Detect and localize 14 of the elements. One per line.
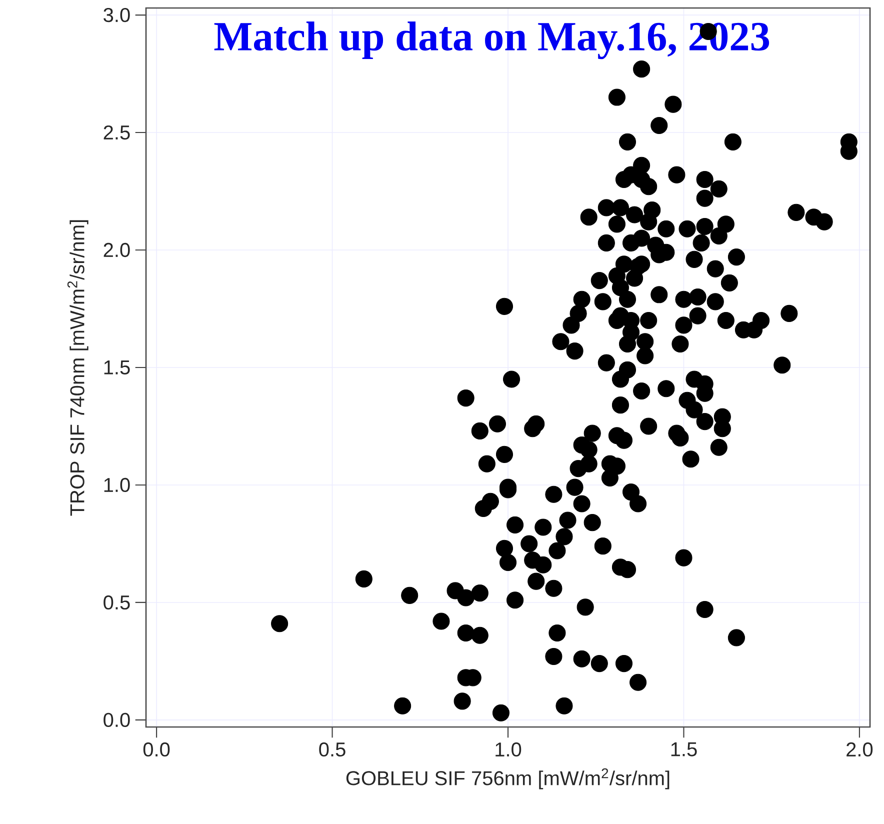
x-tick-label: 0.0 — [143, 742, 170, 757]
x-axis-title: GOBLEU SIF 756nm [mW/m$^{2}$/sr/nm] — [346, 768, 670, 790]
y-tick-label: 1.0 — [104, 478, 130, 492]
y-tick-label: 1.5 — [104, 360, 130, 374]
y-tick-label: 2.5 — [104, 125, 130, 140]
x-tick-label: 1.0 — [496, 742, 522, 757]
x-tick-label: 0.5 — [319, 742, 346, 757]
y-tick-label: 0.0 — [104, 712, 130, 728]
y-tick-label: 0.5 — [104, 595, 130, 610]
x-tick-label: 1.5 — [671, 742, 697, 756]
x-tick-label: 2.0 — [846, 742, 873, 757]
y-axis-title: TROP SIF 740nm [mW/m$^{2}$/sr/nm] — [67, 220, 88, 516]
y-tick-label: 3.0 — [104, 8, 130, 22]
y-tick-label: 2.0 — [104, 242, 130, 258]
